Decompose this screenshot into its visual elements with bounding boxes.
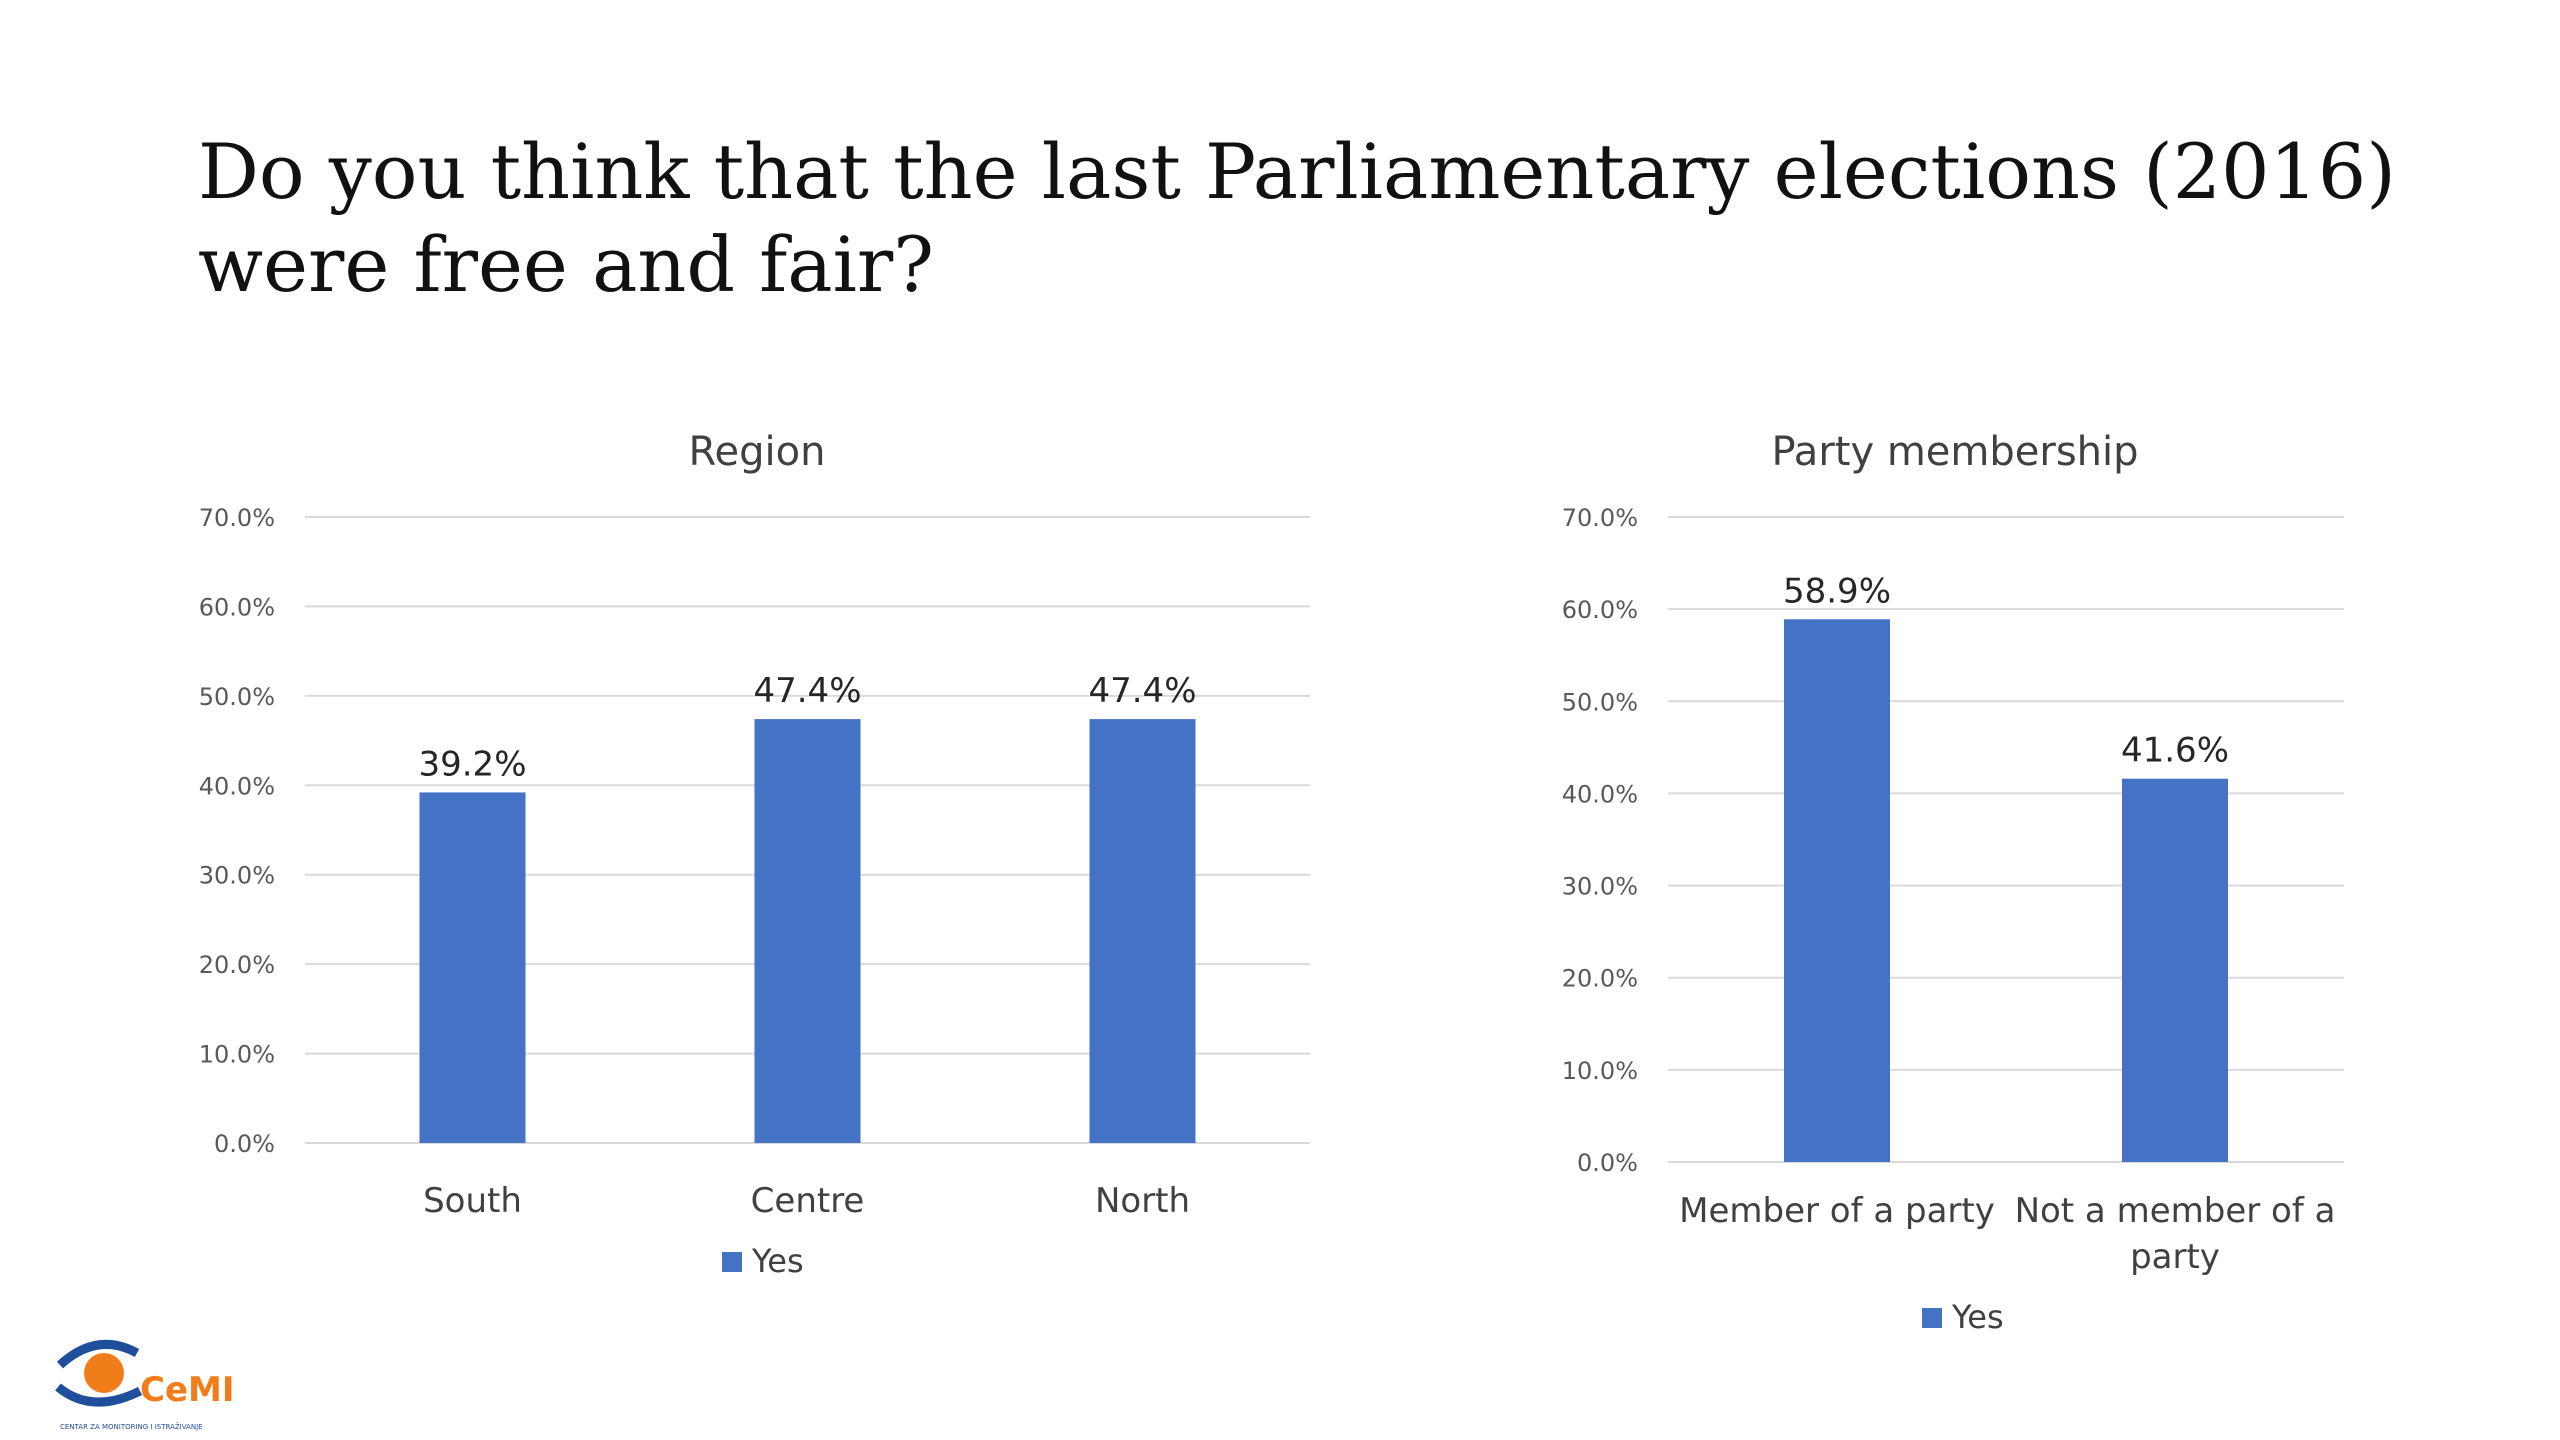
y-tick-label: 40.0%	[1562, 780, 1638, 808]
data-label: 47.4%	[1088, 671, 1196, 711]
category-label: Member of a party	[1679, 1191, 1995, 1231]
bar	[754, 719, 861, 1143]
legend-swatch	[1922, 1308, 1942, 1328]
bar	[419, 792, 526, 1143]
y-tick-label: 60.0%	[199, 593, 275, 621]
party-membership-chart: Party membership 0.0% 10.0% 20.0% 30.0% 40.0%…	[1562, 429, 2344, 1336]
y-tick-label: 20.0%	[1562, 965, 1638, 993]
bar	[1089, 719, 1196, 1143]
data-label: 58.9%	[1783, 571, 1891, 611]
slide-title: Do you think that the last Parliamentary…	[198, 127, 2396, 309]
logo-subtext: CENTAR ZA MONITORING I ISTRAŽIVANJE	[60, 1422, 203, 1431]
y-tick-label: 60.0%	[1562, 596, 1638, 624]
legend-swatch	[722, 1252, 742, 1272]
y-tick-label: 0.0%	[1577, 1149, 1638, 1177]
y-tick-label: 30.0%	[199, 862, 275, 890]
category-label: South	[423, 1181, 522, 1221]
y-tick-label: 70.0%	[199, 504, 275, 532]
data-label: 41.6%	[2121, 731, 2229, 771]
chart-title: Party membership	[1771, 429, 2138, 475]
category-label: Not a member of a party	[2015, 1191, 2336, 1277]
legend-label: Yes	[1951, 1298, 2004, 1336]
y-tick-label: 20.0%	[199, 951, 275, 979]
y-tick-label: 50.0%	[1562, 688, 1638, 716]
y-tick-label: 50.0%	[199, 683, 275, 711]
bar	[2122, 778, 2228, 1162]
y-tick-label: 0.0%	[214, 1130, 275, 1158]
legend-label: Yes	[751, 1242, 804, 1280]
cemi-logo: CeMI CENTAR ZA MONITORING I ISTRAŽIVANJE	[55, 1339, 235, 1431]
chart-title: Region	[689, 429, 826, 475]
data-label: 47.4%	[753, 671, 861, 711]
region-chart: Region 0.0% 10.0% 20.0% 30.0% 40.0% 50.0% 60.0%…	[199, 429, 1310, 1280]
logo-text: CeMI	[140, 1370, 235, 1410]
y-tick-label: 10.0%	[1562, 1057, 1638, 1085]
category-label: North	[1095, 1181, 1190, 1221]
y-tick-label: 70.0%	[1562, 504, 1638, 532]
data-label: 39.2%	[418, 744, 526, 784]
category-label: Centre	[751, 1181, 865, 1221]
y-tick-label: 30.0%	[1562, 873, 1638, 901]
y-tick-label: 40.0%	[199, 772, 275, 800]
bar	[1784, 619, 1890, 1162]
y-tick-label: 10.0%	[199, 1041, 275, 1069]
